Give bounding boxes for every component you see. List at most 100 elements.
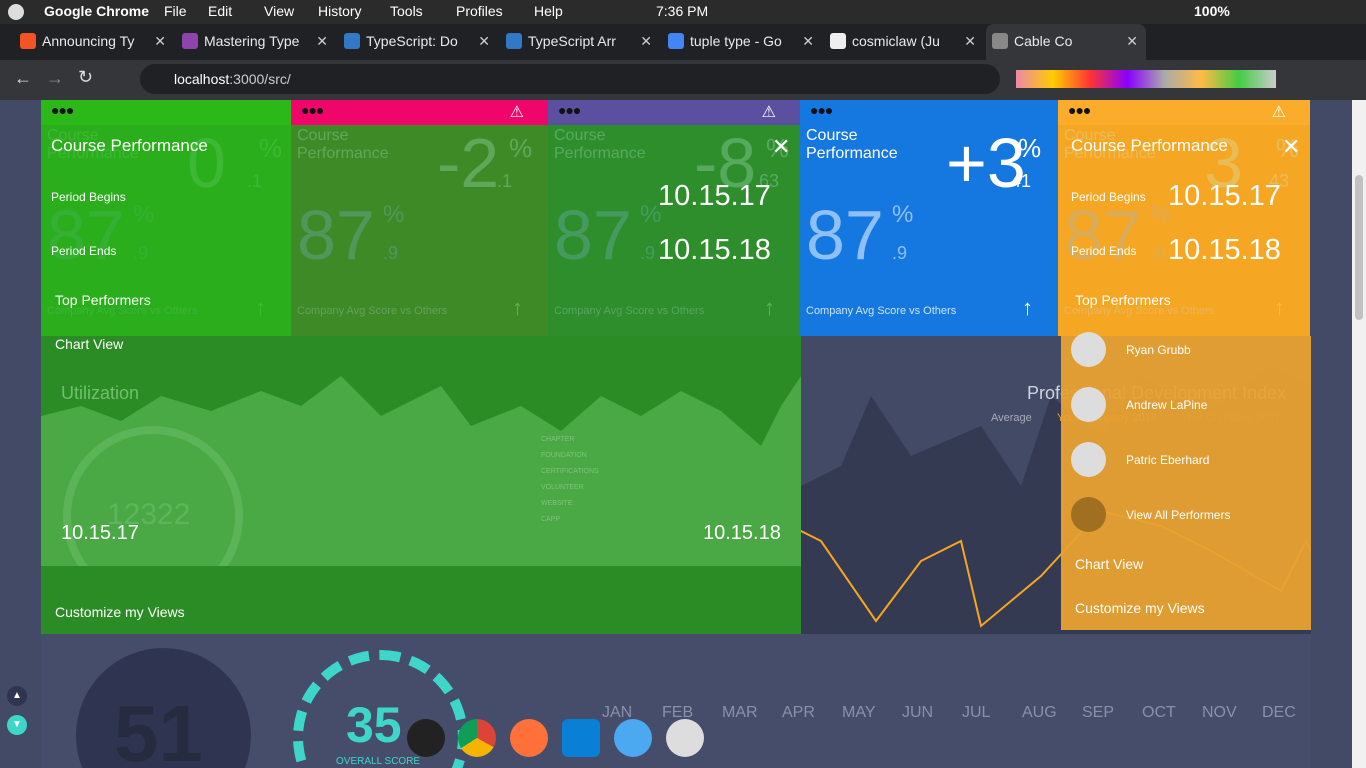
score-label: OVERALL SCORE [336,756,421,767]
month-label: MAY [842,704,876,721]
tab-title: tuple type - Go [690,33,782,49]
scroll-thumb[interactable] [1355,175,1363,320]
menu-item[interactable]: Top Performers [55,292,151,308]
card: ●●● ⚠ Course Performance -8% .63 87% .9 Company… [548,100,800,336]
card-title: Course Performance [297,127,389,162]
tab-close[interactable]: ✕ [640,33,652,49]
card-title: Course Performance [1064,127,1156,162]
tab-title: Announcing Ty [42,33,135,49]
change-percent: % [1276,133,1300,163]
close-button[interactable]: ✕ [1282,134,1301,159]
tab[interactable]: Announcing Ty ✕ [14,24,174,60]
performer-name[interactable]: Ryan Grubb [1126,343,1191,357]
card-header: ●●● ⚠ [291,100,548,125]
link[interactable]: View All Performers [1126,508,1231,522]
month-label: NOV [1202,704,1237,721]
tab-close[interactable]: ✕ [316,33,328,49]
app-name: Google Chrome [44,3,150,19]
menu[interactable]: Edit [208,3,233,19]
card-footer: Company Avg Score vs Others [554,305,705,317]
menu-dots[interactable]: ●●● [810,102,833,118]
menu-item[interactable]: Chart View [55,336,124,352]
scroll-up[interactable]: ▲ [7,686,27,706]
change-percent: % [1018,133,1042,163]
month-label: JAN [602,704,633,721]
menu-dots[interactable]: ●●● [558,102,581,118]
extensions[interactable] [1016,70,1276,88]
card-body: Course Performance -8% .63 87% .9 Company Avg… [548,124,800,336]
tab-close[interactable]: ✕ [964,33,976,49]
performer-name[interactable]: Andrew LaPine [1126,398,1208,412]
vscode-icon[interactable] [562,719,600,757]
tab[interactable]: TypeScript: Do ✕ [338,24,498,60]
close-button[interactable]: ✕ [772,134,791,159]
overlay [41,125,291,336]
reload-button[interactable]: ↻ [78,67,94,87]
address-bar[interactable]: localhost:3000/src/ [140,64,1000,94]
tab[interactable]: tuple type - Go ✕ [662,24,822,60]
legend-item: CERTIFICATIONS [541,468,599,475]
performer-name[interactable]: Patric Eberhard [1126,453,1210,467]
menu[interactable]: File [164,3,187,19]
date: 10.15.17 [61,522,139,544]
tab-close[interactable]: ✕ [1126,33,1138,49]
arrow-icon: ↑ [764,295,775,320]
utilization-chart [41,376,801,566]
menu-item[interactable]: Chart View [1075,556,1144,572]
total: 12322 [107,498,191,531]
card-body: Course Performance -2% .1 87% .9 Company Avg … [291,124,548,336]
menu-item[interactable]: Top Performers [1075,292,1171,308]
forward-button[interactable]: → [46,68,64,88]
menu-dots[interactable]: ●●● [51,102,74,118]
label: Period Begins [51,190,126,204]
score: 35 [346,697,402,753]
tab-title: Mastering Type [204,33,300,49]
right-panel [1061,336,1311,630]
menu-item[interactable]: Customize my Views [55,604,185,620]
dock [407,719,707,759]
change-decimal: .63 [754,171,780,191]
month-label: OCT [1142,704,1176,721]
tab[interactable]: cosmiclaw (Ju ✕ [824,24,984,60]
month-label: AUG [1022,704,1057,721]
score-decimal: .9 [892,243,908,263]
tab[interactable]: TypeScript Arr ✕ [500,24,660,60]
clock: 7:36 PM [656,3,709,19]
date: 10.15.18 [703,522,781,544]
scroll-down[interactable]: ▼ [7,715,27,735]
gauge-value: 51 [114,689,203,768]
month-label: MAR [722,704,758,721]
menu-item[interactable]: Customize my Views [1075,600,1205,616]
chrome-icon[interactable] [458,719,496,757]
finder-icon[interactable] [614,719,652,757]
menu[interactable]: Profiles [456,3,503,19]
battery: 100% [1194,3,1230,19]
favicon [182,33,198,49]
card-footer: Company Avg Score vs Others [297,305,448,317]
score: 87 [554,196,632,274]
menu-dots[interactable]: ●●● [301,102,324,118]
menu[interactable]: Tools [390,3,423,19]
score-percent: % [640,201,662,228]
menu[interactable]: Help [534,3,563,19]
url-host: localhost [174,71,230,87]
favicon [506,33,522,49]
tab-close[interactable]: ✕ [802,33,814,49]
menu[interactable]: View [264,3,295,19]
utilization-legend: CHAPTER FOUNDATION CERTIFICATIONS VOLUNTEER… [541,432,599,528]
tab[interactable]: Cable Co ✕ [986,24,1146,60]
back-button[interactable]: ← [14,68,32,88]
utilization-ring [63,426,243,566]
firefox-icon[interactable] [510,719,548,757]
tab-close[interactable]: ✕ [154,33,166,49]
favicon [344,33,360,49]
camera-icon[interactable] [666,719,704,757]
terminal-icon[interactable] [407,719,445,757]
tab-close[interactable]: ✕ [478,33,490,49]
scrollbar[interactable] [1352,100,1366,768]
legend-item: FOUNDATION [541,452,587,459]
tab[interactable]: Mastering Type ✕ [176,24,336,60]
menu[interactable]: History [318,3,362,19]
menu-dots[interactable]: ●●● [1068,102,1091,118]
favicon [830,33,846,49]
